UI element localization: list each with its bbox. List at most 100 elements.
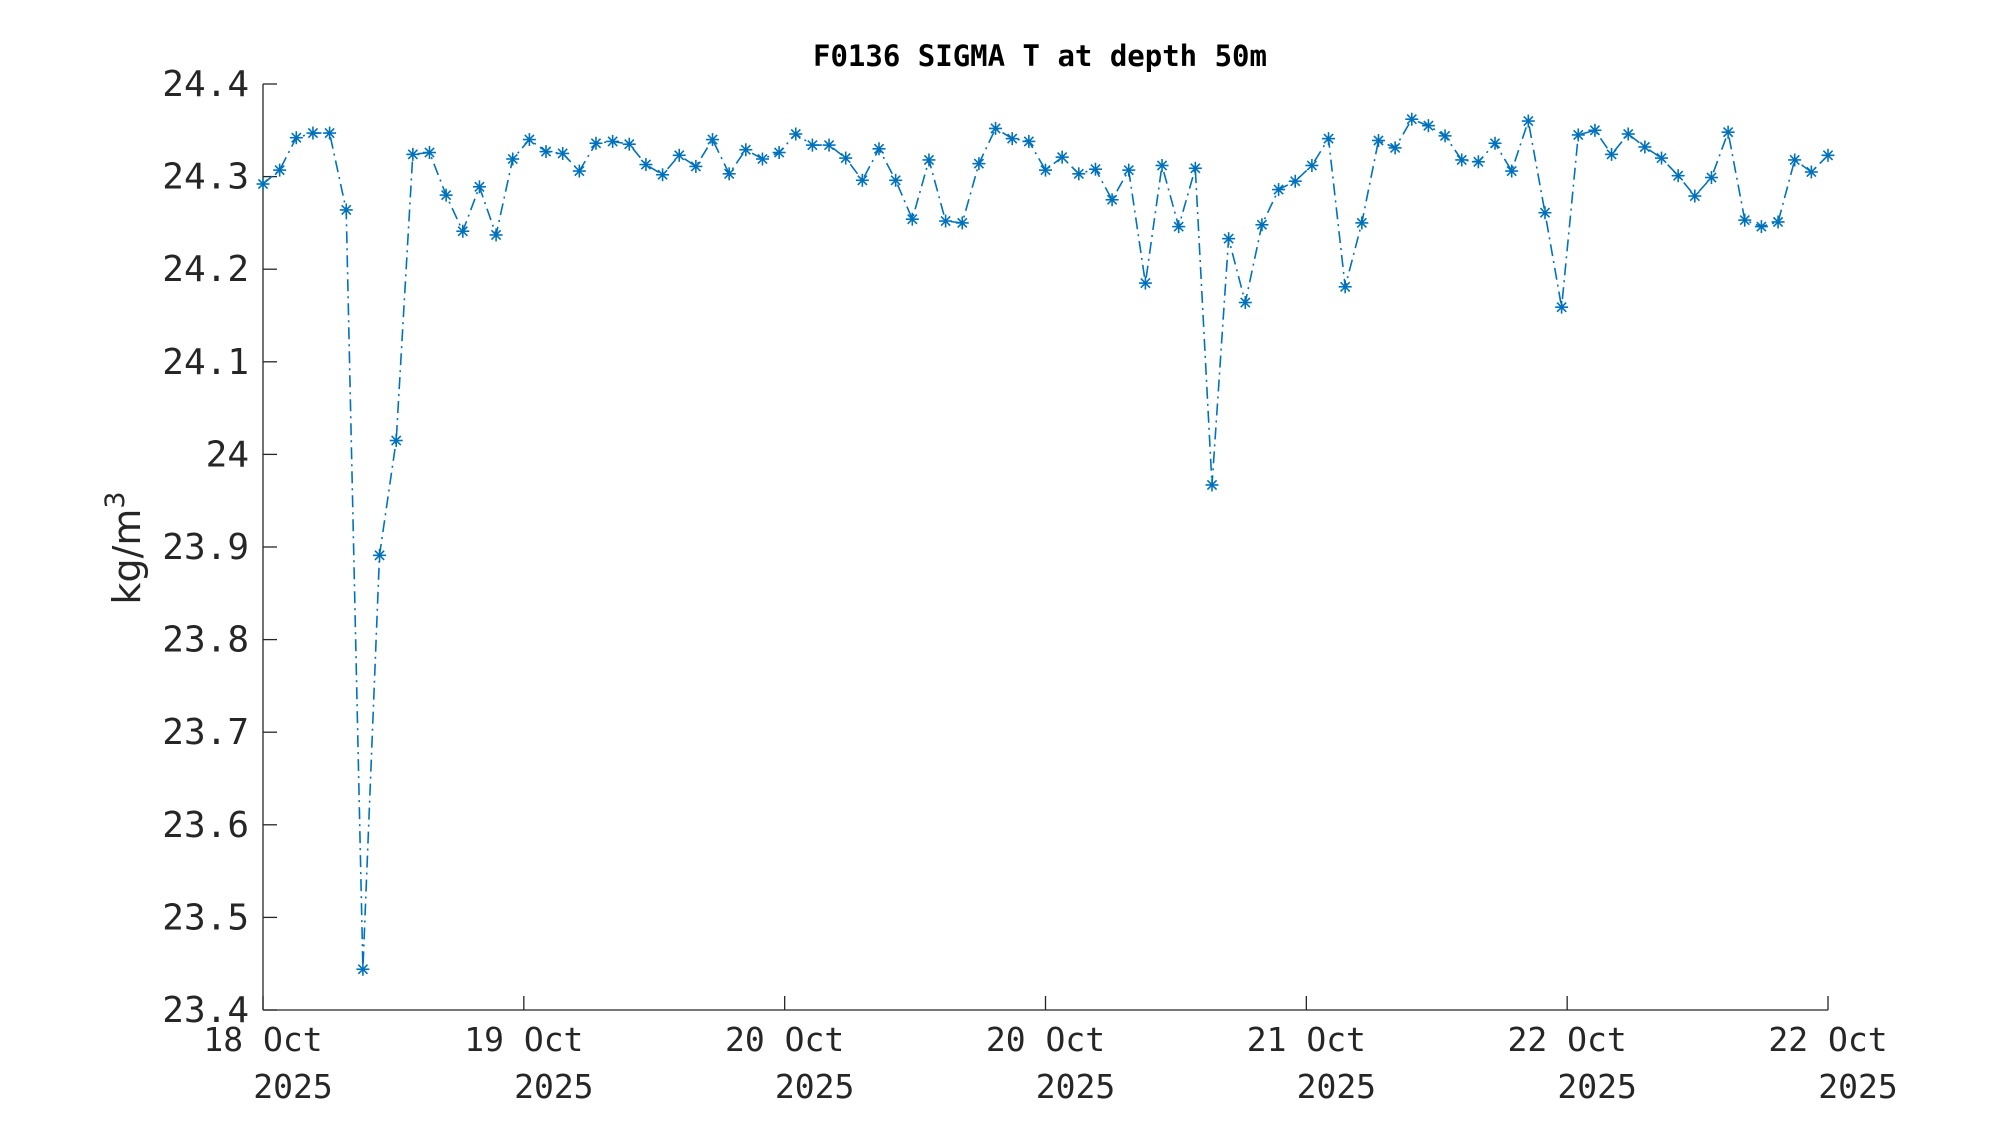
data-point xyxy=(522,133,536,147)
data-point xyxy=(439,188,453,202)
data-point xyxy=(955,216,969,230)
data-point xyxy=(1388,141,1402,155)
data-point xyxy=(889,173,903,187)
data-point xyxy=(972,157,986,171)
x-tick-label-date: 18 Oct xyxy=(203,1020,322,1059)
data-point xyxy=(1288,174,1302,188)
data-point xyxy=(1421,119,1435,133)
marker-stroke xyxy=(990,123,1001,134)
data-point xyxy=(1704,171,1718,185)
marker-stroke xyxy=(1756,221,1767,232)
x-tick-label-year: 2025 xyxy=(775,1067,854,1106)
marker-stroke xyxy=(923,154,935,166)
marker-stroke xyxy=(1672,170,1684,181)
y-axis: 23.4 23.5 23.6 23.7 23.8 23.9 24 24.1 24.2 24.3 24… xyxy=(162,64,277,1031)
data-point xyxy=(406,147,420,161)
marker-stroke xyxy=(840,152,851,164)
marker-stroke xyxy=(457,226,468,237)
data-point xyxy=(373,548,387,562)
x-tick-label-year: 2025 xyxy=(514,1067,593,1106)
data-point xyxy=(1671,169,1685,183)
marker-stroke xyxy=(823,139,835,151)
marker-stroke xyxy=(540,146,552,157)
data-point xyxy=(739,143,753,157)
data-point xyxy=(1821,148,1835,162)
data-point xyxy=(556,146,570,160)
marker-stroke xyxy=(1706,172,1717,183)
data-point xyxy=(489,228,503,242)
data-point xyxy=(622,137,636,151)
data-point xyxy=(1188,161,1202,175)
data-point xyxy=(1804,165,1818,179)
data-point xyxy=(1488,136,1502,150)
marker-stroke xyxy=(341,204,352,216)
data-point xyxy=(389,434,403,448)
data-point xyxy=(805,138,819,152)
marker-stroke xyxy=(940,215,951,227)
marker-stroke xyxy=(1789,154,1800,166)
data-point xyxy=(639,158,653,172)
data-point xyxy=(1072,167,1086,181)
data-point xyxy=(273,163,287,177)
marker-stroke xyxy=(873,143,885,154)
marker-stroke xyxy=(1256,219,1268,230)
chart-title: F0136 SIGMA T at depth 50m xyxy=(813,39,1267,73)
x-tick-label-date: 20 Oct xyxy=(986,1020,1105,1059)
x-tick-label-date: 20 Oct xyxy=(725,1020,844,1059)
x-tick-label-date: 22 Oct xyxy=(1768,1020,1887,1059)
data-point xyxy=(905,212,919,226)
marker-stroke xyxy=(1106,194,1118,205)
marker-stroke xyxy=(374,550,385,561)
y-tick-label: 23.4 xyxy=(162,990,249,1031)
marker-stroke xyxy=(1439,130,1451,142)
marker-stroke xyxy=(907,214,918,225)
marker-stroke xyxy=(1373,135,1384,146)
x-tick-label-year: 2025 xyxy=(1036,1067,1115,1106)
marker-stroke xyxy=(257,178,269,190)
marker-stroke xyxy=(1473,156,1484,167)
marker-stroke xyxy=(807,139,818,151)
data-point xyxy=(689,159,703,173)
data-point xyxy=(1688,189,1702,203)
marker-stroke xyxy=(1073,168,1084,179)
marker-stroke xyxy=(1140,277,1151,289)
data-point xyxy=(1788,153,1802,167)
marker-stroke xyxy=(1506,165,1517,177)
data-point xyxy=(323,126,337,140)
x-axis: 18 Oct 2025 19 Oct 2025 20 Oct 2025 20 Oct 2025… xyxy=(203,996,1898,1106)
x-tick-label-year: 2025 xyxy=(1297,1067,1376,1106)
marker-stroke xyxy=(524,134,535,145)
marker-stroke xyxy=(1356,217,1367,229)
marker-stroke xyxy=(574,165,585,177)
x-tick-label-year: 2025 xyxy=(253,1067,332,1106)
marker-stroke xyxy=(1123,164,1134,176)
marker-stroke xyxy=(624,139,635,150)
data-point xyxy=(1122,163,1136,177)
marker-stroke xyxy=(724,168,735,179)
data-point xyxy=(356,962,370,976)
data-point xyxy=(1471,155,1485,169)
marker-stroke xyxy=(324,127,335,139)
marker-stroke xyxy=(790,128,801,140)
data-point xyxy=(339,203,353,217)
data-point xyxy=(539,145,553,159)
marker-stroke xyxy=(1606,149,1617,160)
y-tick-label: 23.7 xyxy=(162,712,249,753)
marker-stroke xyxy=(1689,190,1700,202)
data-point xyxy=(422,146,436,160)
marker-stroke xyxy=(1489,138,1501,149)
marker-stroke xyxy=(507,153,518,165)
data-point xyxy=(1205,478,1219,492)
marker-stroke xyxy=(1223,233,1234,244)
marker-stroke xyxy=(1573,129,1584,141)
data-point xyxy=(1305,158,1319,172)
y-tick-label: 23.9 xyxy=(162,527,249,568)
marker-stroke xyxy=(1556,302,1567,313)
x-tick-label-year: 2025 xyxy=(1557,1067,1636,1106)
data-point xyxy=(606,134,620,148)
marker-stroke xyxy=(1589,125,1601,136)
data-point xyxy=(1655,151,1669,165)
marker-stroke xyxy=(1290,176,1301,187)
marker-stroke xyxy=(1190,163,1201,174)
marker-stroke xyxy=(757,153,768,165)
